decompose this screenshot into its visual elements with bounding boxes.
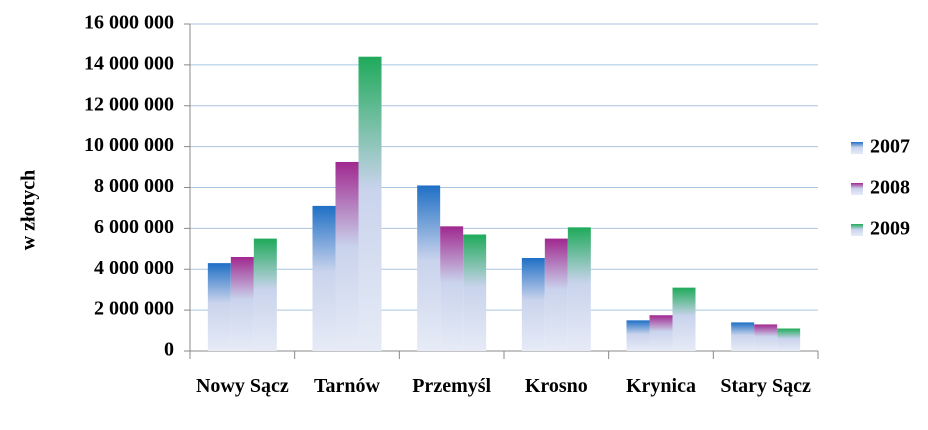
bar bbox=[312, 205, 336, 351]
bar bbox=[544, 238, 568, 351]
y-tick-label: 12 000 000 bbox=[84, 93, 174, 115]
bar bbox=[358, 56, 382, 351]
bar bbox=[731, 322, 755, 351]
bar bbox=[335, 161, 359, 351]
y-tick-label: 16 000 000 bbox=[84, 12, 174, 34]
bar bbox=[777, 328, 801, 351]
y-tick-label: 4 000 000 bbox=[94, 257, 174, 279]
x-tick-label: Krosno bbox=[524, 375, 588, 397]
bar bbox=[521, 258, 545, 351]
legend-marker bbox=[851, 224, 863, 236]
y-axis-label: w złotych bbox=[18, 170, 40, 251]
x-tick-label: Krynica bbox=[626, 375, 696, 397]
bar bbox=[626, 320, 650, 351]
y-tick-label: 0 bbox=[164, 339, 174, 361]
x-tick-label: Tarnów bbox=[314, 375, 380, 397]
y-tick-label: 6 000 000 bbox=[94, 216, 174, 238]
x-tick-label: Nowy Sącz bbox=[195, 375, 289, 397]
legend-label: 2007 bbox=[870, 136, 910, 158]
y-tick-label: 8 000 000 bbox=[94, 175, 174, 197]
x-tick-label: Stary Sącz bbox=[720, 375, 811, 397]
y-tick-label: 10 000 000 bbox=[84, 134, 174, 156]
bar bbox=[207, 263, 231, 351]
legend-marker bbox=[851, 183, 863, 195]
bar bbox=[463, 234, 487, 351]
bar bbox=[417, 185, 441, 351]
bar bbox=[440, 226, 464, 351]
bar bbox=[253, 238, 277, 351]
bar bbox=[754, 324, 778, 351]
legend-label: 2009 bbox=[870, 218, 910, 240]
bar bbox=[649, 315, 673, 351]
y-tick-label: 2 000 000 bbox=[94, 298, 174, 320]
x-tick-label: Przemyśl bbox=[412, 375, 492, 397]
bar bbox=[672, 287, 696, 351]
y-tick-label: 14 000 000 bbox=[84, 52, 174, 74]
bar bbox=[230, 256, 254, 351]
legend-marker bbox=[851, 142, 863, 154]
legend-label: 2008 bbox=[870, 177, 910, 199]
bar bbox=[567, 227, 591, 351]
